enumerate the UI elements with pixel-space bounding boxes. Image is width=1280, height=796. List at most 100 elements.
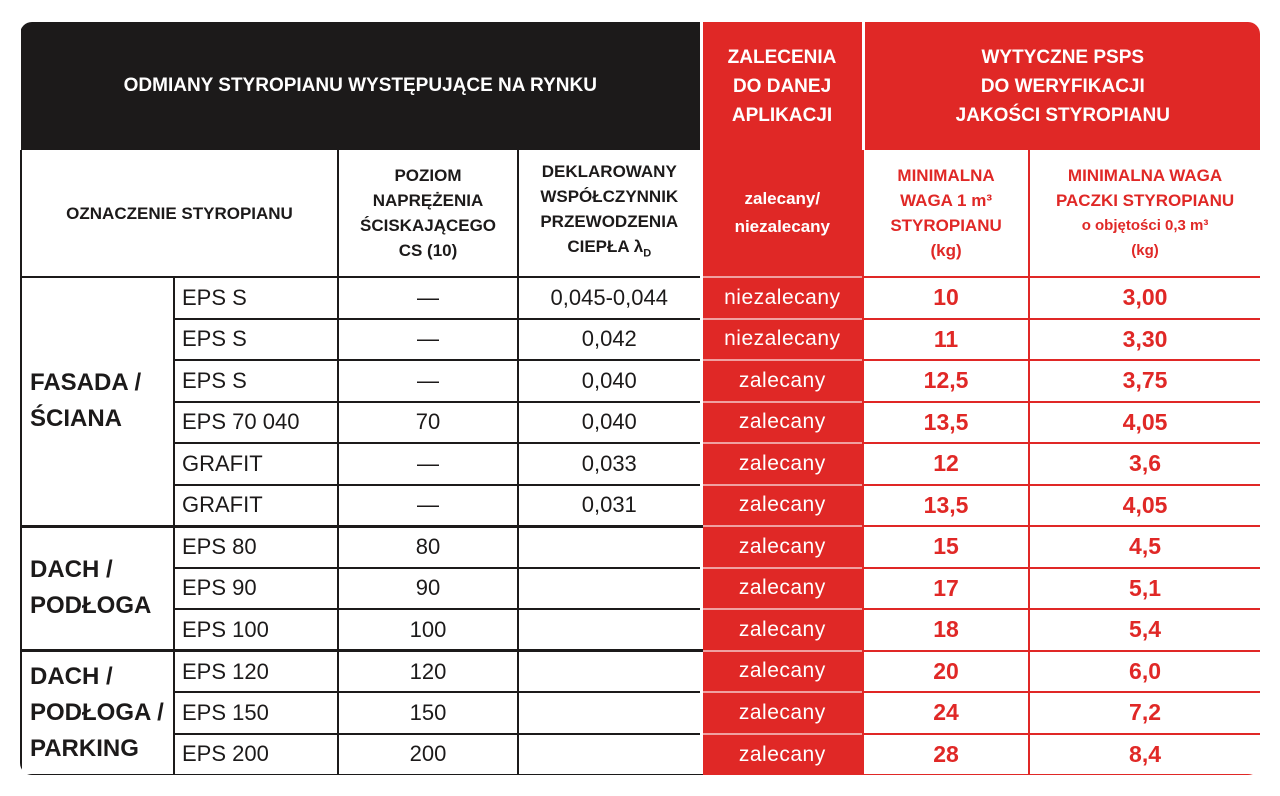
stress-level: 90	[337, 566, 519, 610]
recommendation: zalecany	[699, 732, 864, 775]
group-label: DACH / PODŁOGA	[20, 525, 175, 652]
header-line: DO DANEJ	[732, 75, 832, 97]
data-row: GRAFIT —0,033 zalecany 12 3,6	[21, 442, 1260, 486]
thermal-conductivity: 0,045-0,044	[516, 276, 703, 320]
guidelines-header: WYTYCZNE PSPS DO WERYFIKACJI JAKOŚCI STYRO…	[861, 22, 1260, 150]
column-label: WSPÓŁCZYNNIK	[519, 184, 700, 209]
recommendation: niezalecany	[699, 276, 864, 319]
group-label-line: FASADA /	[30, 369, 142, 397]
column-label-text: CIEPŁA λ	[567, 237, 644, 257]
product-name: GRAFIT	[173, 483, 339, 528]
column-header-row: OZNACZENIE STYROPIANU POZIOM NAPRĘŻENIA ŚCI…	[20, 150, 1260, 278]
package-weight: 3,00	[1028, 276, 1260, 320]
group-label: FASADA / ŚCIANA	[20, 276, 175, 528]
group-label-line: PODŁOGA /	[30, 699, 164, 726]
min-weight: 13,5	[862, 400, 1031, 444]
empty-cell	[516, 691, 703, 735]
group-label-line: ŚCIANA	[30, 405, 123, 433]
column-label: NAPRĘŻENIA	[372, 191, 484, 210]
stress-level: —	[337, 359, 519, 403]
package-weight: 8,4	[1028, 732, 1260, 775]
column-label: PACZKI STYROPIANU	[1055, 191, 1235, 210]
data-row: EPS 150 150 zalecany 24 7,2	[21, 691, 1260, 735]
min-weight: 18	[862, 608, 1031, 652]
weight-header: MINIMALNA WAGA 1 m³ STYROPIANU (kg)	[862, 150, 1031, 278]
column-label: MINIMALNA WAGA	[1067, 166, 1223, 185]
product-name: EPS 100	[173, 608, 339, 652]
recommendation: zalecany	[699, 483, 864, 526]
title: ODMIANY STYROPIANU WYSTĘPUJĄCE NA RYNKU	[123, 75, 597, 96]
empty-cell	[516, 649, 703, 693]
column-label-text: PRZEWODZENIA	[540, 212, 679, 232]
min-weight: 15	[862, 525, 1031, 569]
recommendation-column-header: zalecany/niezalecany	[699, 150, 864, 277]
subscript: D	[643, 247, 652, 260]
data-row: EPS S —0,040 zalecany 12,5 3,75	[21, 359, 1260, 403]
product-name: EPS 90	[173, 566, 339, 610]
column-label-text: WSPÓŁCZYNNIK	[540, 187, 679, 207]
package-weight: 4,05	[1028, 400, 1260, 444]
group-label-line: DACH /	[30, 556, 113, 584]
header-line: APLIKACJI	[731, 104, 833, 126]
stress-level: —	[337, 276, 519, 320]
column-label: (kg)	[930, 241, 962, 260]
title-cell: ODMIANY STYROPIANU WYSTĘPUJĄCE NA RYNKU	[21, 22, 702, 150]
recommendation: zalecany	[699, 566, 864, 609]
column-label: POZIOM	[394, 166, 462, 185]
lambda-header: DEKLAROWANY WSPÓŁCZYNNIK PRZEWODZENIA CIEPŁ…	[516, 150, 703, 278]
table-frame: ODMIANY STYROPIANU WYSTĘPUJĄCE NA RYNKU Z…	[20, 22, 1260, 775]
min-weight: 12,5	[862, 359, 1031, 403]
stress-level: 150	[337, 691, 519, 735]
column-label: zalecany/	[744, 189, 821, 208]
group-label-line: DACH /	[30, 663, 113, 690]
header-line: WYTYCZNE PSPS	[981, 46, 1145, 68]
stress-header: POZIOM NAPRĘŻENIA ŚCISKAJĄCEGO CS (10)	[337, 150, 519, 278]
data-row: DACH / PODŁOGA / PARKING EPS 120 120 zalecany…	[20, 649, 1260, 775]
data-row: GRAFIT —0,031 zalecany 13,5 4,05	[21, 483, 1260, 528]
recommendation: zalecany	[699, 525, 864, 568]
package-weight: 4,5	[1028, 525, 1260, 569]
header-line: JAKOŚCI STYROPIANU	[955, 104, 1170, 126]
stress-level: 80	[337, 525, 519, 569]
package-weight: 3,30	[1028, 317, 1260, 361]
min-weight: 13,5	[862, 483, 1031, 527]
empty-cell	[516, 608, 703, 652]
stress-level: 120	[337, 649, 519, 693]
empty-cell	[516, 525, 703, 569]
package-weight: 5,1	[1028, 566, 1260, 610]
group-label: DACH / PODŁOGA / PARKING	[20, 649, 175, 775]
recommendation: niezalecany	[699, 317, 864, 360]
thermal-conductivity: 0,040	[516, 359, 703, 403]
product-name: EPS 70 040	[173, 400, 339, 444]
recommendation-header: ZALECENIA DO DANEJ APLIKACJI	[699, 22, 864, 150]
header-row: ODMIANY STYROPIANU WYSTĘPUJĄCE NA RYNKU Z…	[21, 22, 1260, 150]
styrofoam-table: ODMIANY STYROPIANU WYSTĘPUJĄCE NA RYNKU Z…	[20, 22, 1260, 775]
header-line: ZALECENIA	[727, 46, 837, 68]
stress-level: 200	[337, 732, 519, 775]
column-label: ŚCISKAJĄCEGO	[359, 216, 497, 235]
recommendation: zalecany	[699, 359, 864, 402]
min-weight: 12	[862, 442, 1031, 486]
product-name: EPS S	[173, 317, 339, 361]
package-weight: 5,4	[1028, 608, 1260, 652]
product-name: EPS S	[173, 276, 339, 320]
group-label-line: PODŁOGA	[30, 592, 152, 620]
column-label: CS (10)	[398, 241, 458, 260]
column-label: niezalecany	[734, 217, 831, 236]
column-label: (kg)	[1131, 242, 1159, 259]
package-weight: 6,0	[1028, 649, 1260, 693]
min-weight: 10	[862, 276, 1031, 320]
thermal-conductivity: 0,040	[516, 400, 703, 444]
column-label: o objętości 0,3 m³	[1081, 217, 1209, 234]
package-header: MINIMALNA WAGA PACZKI STYROPIANU o objętoś…	[1028, 150, 1260, 278]
data-row: EPS 70 040 70 0,040 zalecany 13,5 4,05	[21, 400, 1260, 444]
product-name: GRAFIT	[173, 442, 339, 486]
min-weight: 11	[862, 317, 1031, 361]
recommendation: zalecany	[699, 442, 864, 485]
data-row: DACH / PODŁOGA EPS 80 80 zalecany 15 4,5	[20, 525, 1260, 652]
package-weight: 4,05	[1028, 483, 1260, 527]
recommendation: zalecany	[699, 691, 864, 734]
stress-level: 100	[337, 608, 519, 652]
min-weight: 20	[862, 649, 1031, 693]
